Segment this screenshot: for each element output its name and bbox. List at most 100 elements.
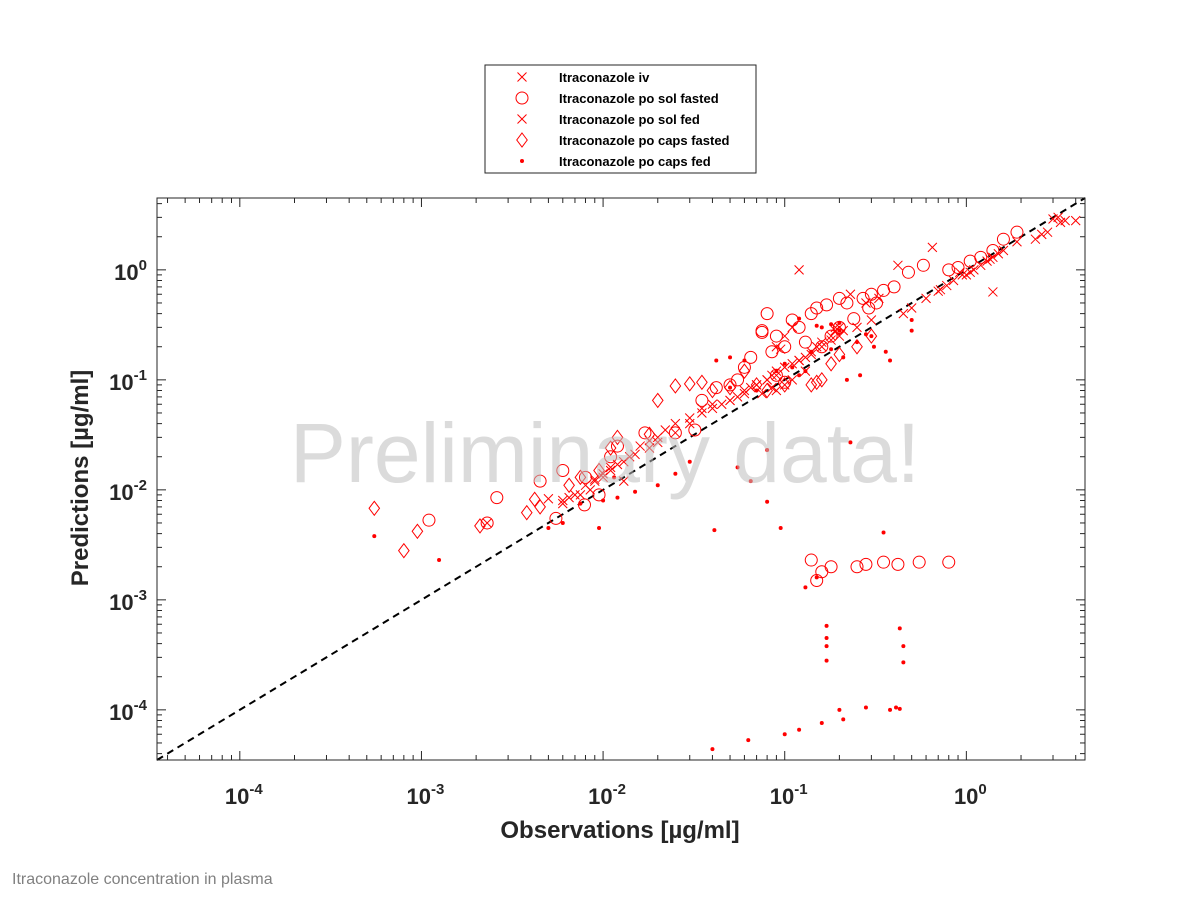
data-point [850, 560, 864, 574]
data-point [618, 476, 629, 486]
data-point [841, 355, 846, 360]
data-point [697, 403, 707, 414]
data-point [901, 644, 906, 649]
data-point [942, 555, 956, 569]
legend-label: Itraconazole po caps fasted [559, 133, 730, 148]
data-point [697, 408, 707, 418]
data-point [615, 495, 620, 500]
data-point [696, 374, 708, 391]
footer-caption: Itraconazole concentration in plasma [12, 871, 273, 888]
data-point [798, 335, 812, 349]
data-point [856, 291, 870, 305]
data-point [742, 358, 747, 363]
series-4 [368, 328, 878, 559]
legend-label: Itraconazole po sol fed [559, 112, 700, 127]
data-point [921, 293, 931, 304]
data-point [951, 261, 965, 275]
data-point [695, 393, 709, 407]
axes-box [156, 197, 1086, 761]
data-point [534, 499, 546, 515]
data-point [862, 301, 876, 315]
legend: Itraconazole iv Itraconazole po sol faste… [484, 64, 757, 174]
x-tick-label: 10-3 [407, 781, 445, 809]
data-point [687, 459, 692, 464]
data-point [707, 399, 718, 410]
data-point [824, 658, 829, 663]
data-point [728, 385, 733, 390]
data-point [710, 747, 715, 752]
data-point [840, 296, 854, 310]
data-point [863, 705, 868, 710]
data-point [778, 525, 783, 530]
data-point [744, 350, 758, 364]
data-point [804, 553, 818, 567]
data-point [669, 378, 682, 394]
data-point [604, 440, 617, 456]
data-point [630, 449, 640, 460]
data-point [771, 385, 782, 396]
data-point [988, 252, 998, 263]
data-point [560, 520, 565, 525]
data-point [790, 365, 795, 370]
data-point [844, 377, 849, 382]
data-point [825, 355, 837, 372]
series-2 [422, 225, 1024, 587]
data-point [563, 477, 575, 494]
data-point [771, 370, 782, 381]
data-point [474, 518, 486, 534]
data-point [778, 377, 791, 393]
data-point [683, 376, 696, 392]
data-point [635, 441, 646, 451]
data-point [794, 355, 804, 366]
data-point [746, 738, 751, 743]
data-point [794, 264, 804, 275]
data-point [858, 373, 863, 378]
data-point [832, 291, 846, 305]
data-point [824, 644, 829, 649]
data-point [437, 558, 442, 563]
data-point [837, 707, 842, 712]
data-point [728, 355, 733, 360]
data-point [792, 320, 806, 334]
data-point [673, 471, 678, 476]
data-point [725, 395, 735, 406]
y-tick-label: 10-1 [109, 367, 147, 395]
legend-marker [517, 72, 527, 82]
data-point [765, 499, 770, 504]
data-point [859, 557, 873, 571]
data-point [805, 377, 818, 393]
legend-marker [516, 132, 528, 148]
data-point [909, 328, 914, 333]
data-point [912, 555, 926, 569]
data-point [893, 260, 903, 271]
data-point [422, 513, 436, 527]
data-point [735, 465, 740, 470]
data-point [833, 346, 846, 363]
data-point [869, 334, 874, 339]
data-point [482, 518, 493, 528]
data-point [877, 283, 891, 297]
data-point [397, 542, 410, 559]
data-point [765, 448, 770, 453]
y-tick-label: 100 [114, 257, 147, 285]
data-point [578, 470, 592, 484]
legend-box [484, 64, 757, 174]
data-point [819, 720, 824, 725]
data-point [866, 315, 877, 325]
data-point [1012, 236, 1022, 247]
data-point [549, 511, 563, 525]
data-point [611, 429, 624, 446]
data-point [480, 516, 494, 530]
data-point [612, 475, 617, 480]
data-point [655, 483, 660, 488]
data-point [633, 489, 638, 494]
data-point [774, 369, 779, 374]
data-point [829, 347, 834, 352]
data-point [748, 479, 753, 484]
data-point [814, 323, 819, 328]
data-point [963, 254, 977, 268]
data-point [601, 498, 606, 503]
data-point [605, 462, 616, 473]
data-point [988, 287, 998, 297]
